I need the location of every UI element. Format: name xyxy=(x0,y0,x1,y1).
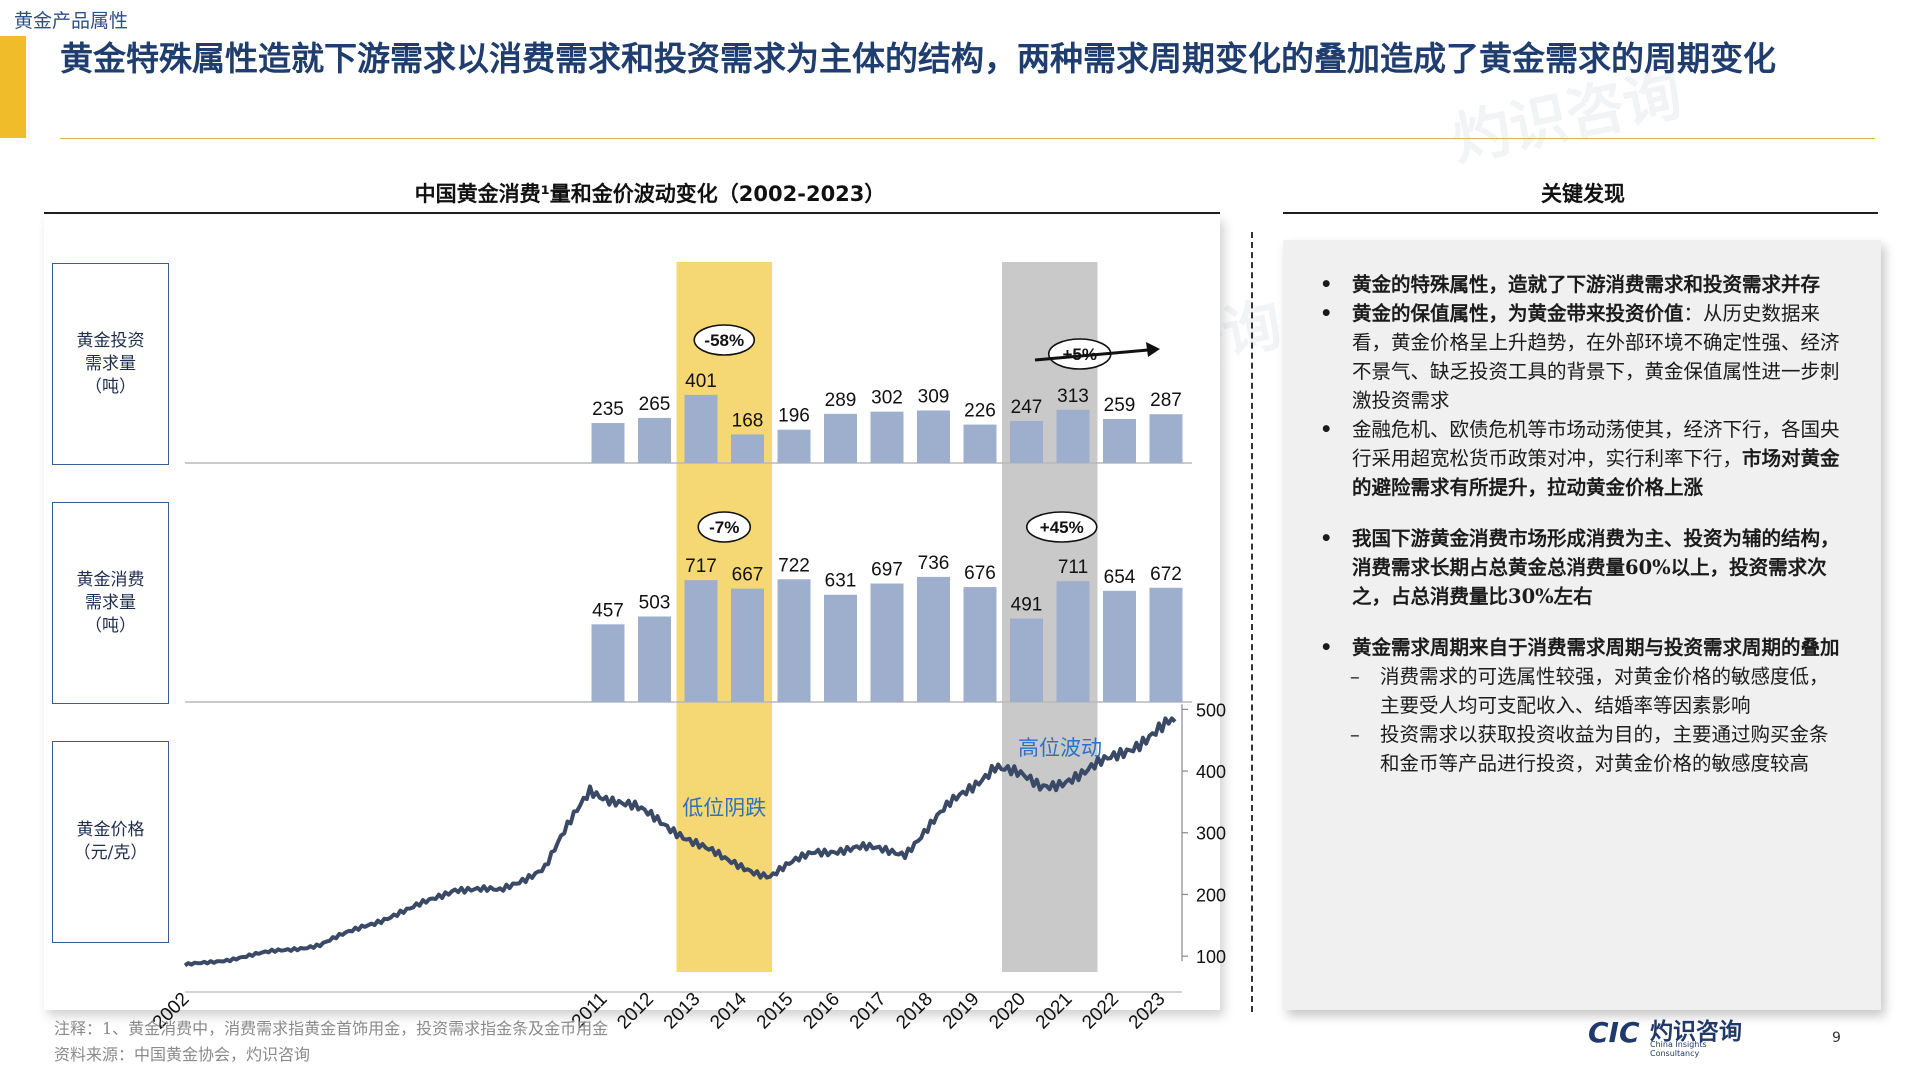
key-findings-title: 关键发现 xyxy=(1541,182,1625,206)
finding-text: 黄金的特殊属性，造就了下游消费需求和投资需求并存 xyxy=(1352,273,1821,296)
logo-cic: CIC xyxy=(1588,1016,1640,1049)
finding-subtext: 消费需求的可选属性较强，对黄金价格的敏感度低，主要受人均可支配收入、结婚率等因素… xyxy=(1380,665,1829,717)
finding-text-bold: 黄金的保值属性，为黄金带来投资价值 xyxy=(1352,302,1684,325)
chart-title-rule xyxy=(44,212,1220,214)
chart-panel xyxy=(44,215,1220,1010)
finding-text: ：从历史数据来看，黄金价格呈上升趋势，在外部环境不确定性强、经济不景气、缺乏投资… xyxy=(1352,302,1840,412)
title-accent-bar xyxy=(0,36,26,138)
finding-item: 黄金的特殊属性，造就了下游消费需求和投资需求并存 xyxy=(1312,270,1842,299)
chart-title: 中国黄金消费¹量和金价波动变化（2002-2023） xyxy=(414,182,886,206)
finding-text: 黄金需求周期来自于消费需求周期与投资需求周期的叠加 xyxy=(1352,636,1840,659)
title-rule xyxy=(60,138,1875,139)
page-number: 9 xyxy=(1832,1030,1841,1046)
key-findings-list: 黄金的特殊属性，造就了下游消费需求和投资需求并存 黄金的保值属性，为黄金带来投资… xyxy=(1312,270,1842,778)
finding-item: 黄金的保值属性，为黄金带来投资价值：从历史数据来看，黄金价格呈上升趋势，在外部环… xyxy=(1312,299,1842,415)
finding-text: 金融危机、欧债危机等市场动荡使其，经济下行，各国央行采用超宽松货币政策对冲，实行… xyxy=(1352,418,1840,470)
finding-item: 金融危机、欧债危机等市场动荡使其，经济下行，各国央行采用超宽松货币政策对冲，实行… xyxy=(1312,415,1842,502)
footnotes: 注释：1、黄金消费中，消费需求指黄金首饰用金，投资需求指金条及金币用金 资料来源… xyxy=(54,1016,608,1068)
logo-en: China Insights Consultancy xyxy=(1650,1040,1707,1058)
price-row-label: 黄金价格 （元/克） xyxy=(52,741,169,943)
finding-item: 我国下游黄金消费市场形成消费为主、投资为辅的结构，消费需求长期占总黄金总消费量6… xyxy=(1312,524,1842,611)
consumption-row-label: 黄金消费 需求量 （吨） xyxy=(52,502,169,704)
investment-row-label: 黄金投资 需求量 （吨） xyxy=(52,263,169,465)
section-divider xyxy=(1251,232,1253,1012)
finding-subitem: 消费需求的可选属性较强，对黄金价格的敏感度低，主要受人均可支配收入、结婚率等因素… xyxy=(1312,662,1842,720)
finding-item: 黄金需求周期来自于消费需求周期与投资需求周期的叠加 xyxy=(1312,633,1842,662)
logo-cn: 灼识咨询 xyxy=(1650,1018,1742,1045)
breadcrumb: 黄金产品属性 xyxy=(14,10,129,32)
finding-text-bold: 市场对黄金的避险需求有所提升，拉动黄金价格上涨 xyxy=(1352,447,1840,499)
finding-subtext: 投资需求以获取投资收益为目的，主要通过购买金条和金币等产品进行投资，对黄金价格的… xyxy=(1380,723,1829,775)
finding-subitem: 投资需求以获取投资收益为目的，主要通过购买金条和金币等产品进行投资，对黄金价格的… xyxy=(1312,720,1842,778)
footnote-note: 注释：1、黄金消费中，消费需求指黄金首饰用金，投资需求指金条及金币用金 xyxy=(54,1019,609,1038)
key-findings-title-rule xyxy=(1283,212,1878,214)
company-logo: CIC 灼识咨询 China Insights Consultancy xyxy=(1588,1016,1753,1058)
footnote-source: 资料来源：中国黄金协会，灼识咨询 xyxy=(54,1045,311,1064)
page-title: 黄金特殊属性造就下游需求以消费需求和投资需求为主体的结构，两种需求周期变化的叠加… xyxy=(60,39,1776,78)
finding-text: 我国下游黄金消费市场形成消费为主、投资为辅的结构，消费需求长期占总黄金总消费量6… xyxy=(1352,527,1840,608)
